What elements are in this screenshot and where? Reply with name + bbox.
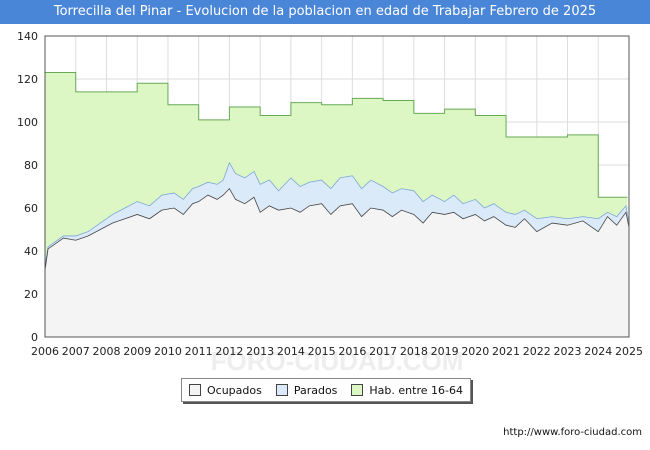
- x-tick-label: 2024: [584, 345, 612, 358]
- x-tick-label: 2018: [400, 345, 428, 358]
- legend-item-hab: Hab. entre 16-64: [351, 384, 463, 397]
- source-credit: http://www.foro-ciudad.com: [503, 427, 642, 438]
- x-tick-label: 2016: [338, 345, 366, 358]
- series-hab-line: [45, 72, 628, 198]
- y-tick-label: 120: [17, 73, 38, 86]
- x-tick-label: 2015: [308, 345, 336, 358]
- y-tick-label: 60: [24, 202, 38, 215]
- legend-swatch-parados: [275, 384, 288, 396]
- legend-item-ocupados: Ocupados: [188, 383, 262, 397]
- legend-item-parados: Parados: [275, 383, 338, 397]
- x-tick-label: 2010: [154, 345, 182, 358]
- x-tick-label: 2025: [615, 345, 643, 358]
- x-tick-label: 2020: [461, 345, 489, 358]
- y-tick-label: 20: [24, 288, 38, 301]
- watermark: FORO-CIUDAD.COM: [211, 346, 464, 376]
- y-tick-label: 0: [31, 331, 38, 344]
- x-tick-label: 2023: [554, 345, 582, 358]
- y-tick-label: 80: [24, 159, 38, 172]
- series-ocupados-area: [45, 188, 629, 337]
- x-tick-label: 2013: [246, 345, 274, 358]
- y-tick-label: 100: [17, 116, 38, 129]
- legend-label-hab: Hab. entre 16-64: [369, 383, 463, 397]
- x-tick-label: 2011: [185, 345, 213, 358]
- legend-label-ocupados: Ocupados: [206, 383, 262, 397]
- x-tick-label: 2022: [523, 345, 551, 358]
- plot-frame: [44, 35, 630, 338]
- series-ocupados-line: [44, 187, 630, 271]
- chart-title: Torrecilla del Pinar - Evolucion de la p…: [0, 0, 650, 24]
- legend-swatch-hab: [351, 384, 364, 396]
- x-tick-label: 2019: [431, 345, 459, 358]
- y-tick-label: 40: [24, 245, 38, 258]
- y-tick-label: 140: [17, 30, 38, 43]
- x-tick-label: 2007: [62, 345, 90, 358]
- x-tick-label: 2009: [123, 345, 151, 358]
- x-tick-label: 2017: [369, 345, 397, 358]
- legend-swatch-ocupados: [188, 384, 201, 396]
- x-tick-label: 2021: [492, 345, 520, 358]
- legend: Ocupados Parados Hab. entre 16-64: [181, 378, 471, 402]
- x-tick-label: 2012: [215, 345, 243, 358]
- x-tick-label: 2008: [92, 345, 120, 358]
- series-group: [44, 72, 630, 338]
- series-parados-line: [44, 161, 630, 267]
- legend-label-parados: Parados: [293, 383, 338, 397]
- x-tick-label: 2006: [31, 345, 59, 358]
- x-tick-label: 2014: [277, 345, 305, 358]
